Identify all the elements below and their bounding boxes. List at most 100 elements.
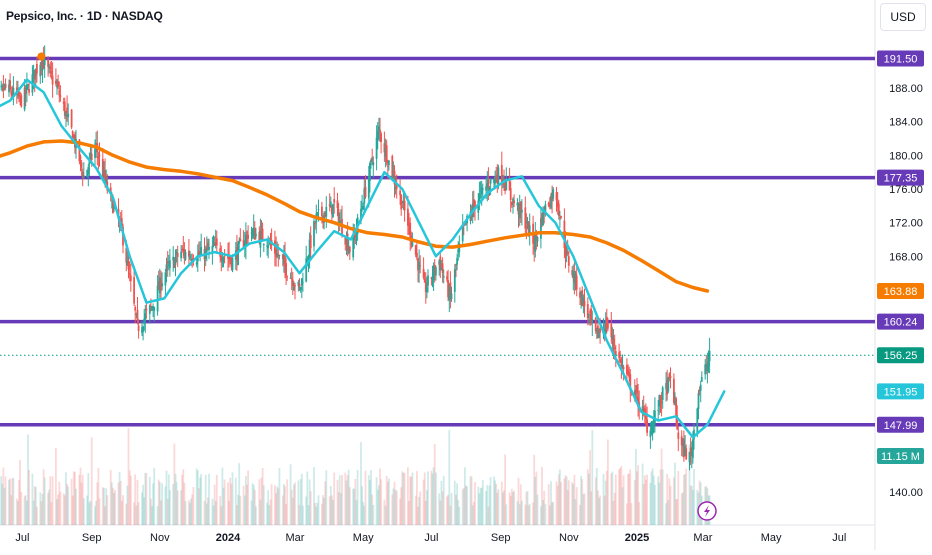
volume-bar	[527, 505, 530, 525]
volume-bar	[167, 474, 170, 525]
volume-bar	[58, 481, 61, 525]
volume-bar	[402, 472, 405, 525]
volume-bar	[635, 449, 637, 525]
candle-body	[222, 257, 225, 263]
candle-body	[610, 324, 613, 338]
volume-bar	[36, 506, 38, 525]
volume-bar	[524, 504, 527, 525]
x-tick-label: Jul	[832, 532, 846, 544]
candle-body	[346, 233, 349, 251]
candle-body	[489, 178, 492, 184]
candle-body	[528, 225, 531, 233]
candle-body	[95, 143, 97, 145]
volume-bar	[41, 494, 44, 525]
candle-body	[379, 129, 381, 133]
volume-bar	[641, 463, 644, 525]
volume-bar	[12, 478, 15, 525]
volume-bar	[246, 484, 248, 525]
volume-bar	[462, 487, 465, 525]
slow-ma-price-tag	[877, 283, 924, 299]
volume-bar	[567, 480, 570, 525]
volume-bar	[198, 488, 200, 525]
candle-body	[150, 305, 152, 307]
candle-body	[19, 93, 21, 95]
candle-body	[547, 202, 550, 206]
volume-bar	[89, 500, 92, 525]
candle-body	[27, 84, 29, 87]
candle-body	[378, 126, 380, 132]
candle-body	[161, 283, 163, 287]
volume-bar	[614, 474, 617, 525]
candle-body	[48, 67, 51, 68]
candle-body	[551, 192, 553, 201]
candle-body	[364, 187, 367, 197]
candle-body	[362, 205, 365, 210]
candle-body	[649, 430, 652, 438]
volume-bar	[234, 477, 237, 525]
volume-bar	[696, 490, 699, 525]
volume-bar	[388, 478, 390, 525]
volume-bar	[66, 483, 68, 525]
candle-body	[50, 70, 53, 74]
volume-bar	[636, 471, 638, 525]
candle-body	[332, 203, 334, 218]
volume-bar	[683, 474, 685, 525]
candle-body	[367, 176, 370, 199]
candle-body	[597, 325, 599, 338]
candle-body	[668, 373, 671, 377]
candle-body	[478, 193, 481, 205]
candle-body	[626, 364, 628, 375]
volume-bar	[649, 482, 652, 525]
candle-body	[164, 272, 167, 286]
volume-bar	[487, 506, 490, 525]
volume-bar	[435, 472, 437, 525]
volume-bar	[19, 460, 21, 525]
volume-bar	[369, 480, 371, 525]
volume-bar	[213, 484, 216, 525]
candle-body	[480, 187, 483, 195]
volume-bar	[502, 492, 504, 525]
volume-bar	[580, 475, 582, 525]
currency-button[interactable]: USD	[880, 3, 926, 31]
candle-body	[195, 262, 198, 265]
volume-bar	[550, 481, 552, 525]
volume-bar	[690, 485, 693, 525]
candle-body	[32, 69, 35, 78]
volume-bar	[594, 477, 597, 525]
volume-bar	[160, 500, 162, 525]
y-tick-label: 184.00	[889, 117, 923, 129]
volume-bar	[214, 501, 217, 525]
volume-bar	[302, 505, 304, 525]
candle-body	[416, 252, 418, 258]
candle-body	[485, 186, 487, 191]
high-marker	[37, 52, 46, 61]
candle-body	[253, 227, 256, 240]
candle-body	[300, 278, 303, 286]
volume-bar	[228, 500, 230, 525]
volume-bar	[152, 483, 154, 525]
candle-body	[661, 387, 664, 400]
candle-body	[262, 244, 265, 246]
candle-body	[555, 192, 558, 201]
volume-bar	[189, 502, 191, 525]
volume-bar	[309, 491, 312, 525]
volume-bar	[509, 495, 512, 525]
volume-bar	[344, 472, 347, 525]
volume-bar	[471, 505, 474, 525]
volume-bar	[9, 478, 11, 525]
candle-body	[620, 358, 623, 369]
volume-bar	[184, 501, 187, 525]
candle-body	[112, 199, 114, 214]
candle-body	[314, 223, 317, 225]
volume-bar	[81, 474, 84, 525]
volume-bar	[283, 483, 285, 525]
candle-body	[542, 208, 544, 226]
candle-body	[290, 278, 293, 280]
candle-body	[250, 232, 253, 234]
volume-bar	[532, 502, 534, 525]
volume-bar	[237, 494, 239, 525]
volume-bar	[590, 491, 593, 525]
volume-bar	[275, 493, 277, 525]
